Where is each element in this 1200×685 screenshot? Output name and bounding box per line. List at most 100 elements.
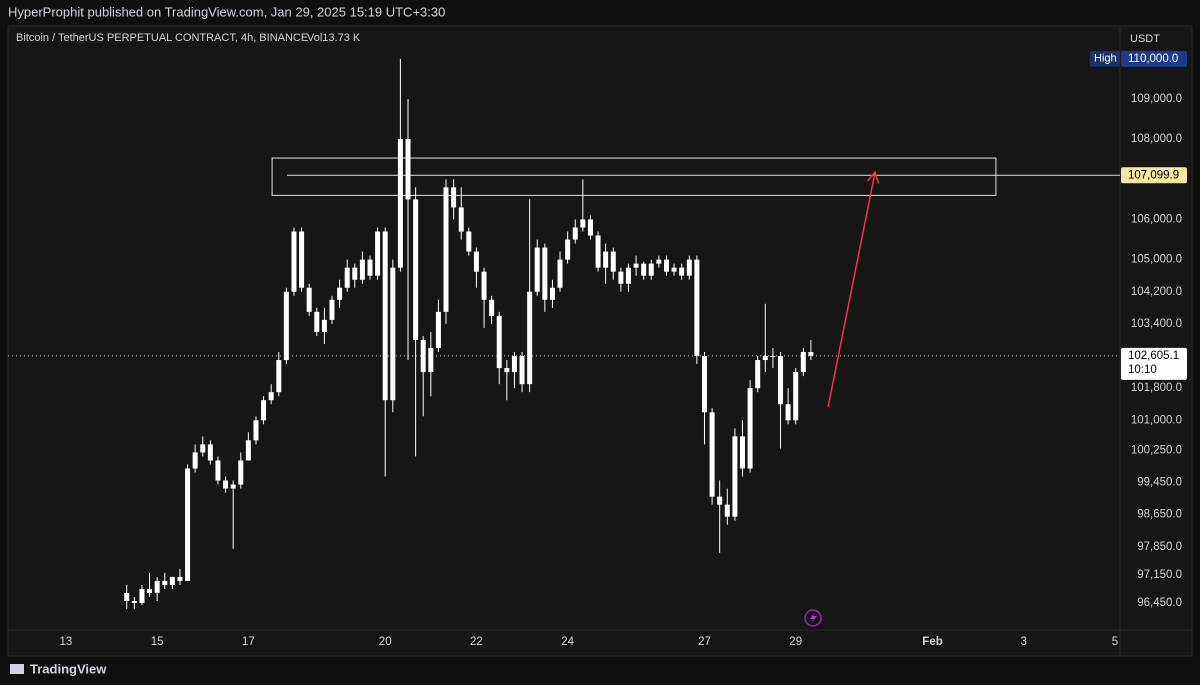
- candle-body: [778, 356, 784, 405]
- candle-body: [800, 352, 806, 373]
- high-value-box: [1121, 50, 1187, 67]
- y-tick-label: 109,000.0: [1131, 93, 1182, 105]
- candle-body: [587, 219, 593, 236]
- x-tick-label: Feb: [922, 636, 942, 648]
- price-line-box: [1121, 167, 1187, 184]
- candle-body: [519, 356, 525, 385]
- candle-body: [177, 576, 183, 581]
- y-tick-label: 99,450.0: [1137, 477, 1182, 489]
- candle-body: [701, 356, 707, 413]
- candle-body: [686, 259, 692, 276]
- event-icon-bolt: [810, 612, 817, 624]
- x-tick-label: 5: [1112, 636, 1118, 648]
- candle-body: [618, 271, 624, 284]
- candle-body: [549, 287, 555, 300]
- candle-body: [139, 588, 145, 604]
- candle-body: [641, 263, 647, 276]
- y-tick-label: 101,800.0: [1131, 382, 1182, 394]
- candle-body: [299, 231, 305, 288]
- candle-body: [268, 392, 274, 401]
- candle-body: [154, 580, 160, 593]
- candle-body: [793, 372, 799, 421]
- candle-body: [808, 352, 814, 356]
- candle-body: [770, 356, 776, 358]
- pane: [7, 25, 1193, 657]
- candle-body: [557, 259, 563, 288]
- zone-rect: [271, 157, 997, 196]
- candle-body: [473, 251, 479, 272]
- candle-body: [451, 187, 457, 208]
- candle-body: [291, 231, 297, 292]
- currency: USDT: [1130, 33, 1160, 45]
- candle-body: [504, 368, 510, 373]
- candle-body: [739, 436, 745, 469]
- y-tick-label: 97,150.0: [1137, 569, 1182, 581]
- last-price-label: 102,605.1: [1128, 350, 1179, 362]
- candle-body: [724, 504, 730, 517]
- y-tick-label: 101,000.0: [1131, 414, 1182, 426]
- candle-body: [223, 480, 229, 489]
- candle-body: [192, 452, 198, 469]
- x-tick-label: 22: [470, 636, 483, 648]
- candle-body: [352, 267, 358, 280]
- candle-body: [245, 440, 251, 461]
- event-icon[interactable]: [804, 609, 822, 627]
- arrow-head: [866, 170, 880, 184]
- candle-body: [405, 139, 411, 200]
- candle-body: [261, 400, 267, 421]
- candle-body: [420, 339, 426, 373]
- x-tick-label: 29: [789, 636, 802, 648]
- candle-body: [215, 460, 221, 481]
- candle-body: [489, 299, 495, 316]
- candle-body: [359, 259, 365, 280]
- x-tick-label: 15: [151, 636, 164, 648]
- candle-body: [131, 601, 137, 604]
- candle-body: [496, 315, 502, 369]
- candle-body: [527, 291, 533, 385]
- candle-body: [306, 287, 312, 312]
- high-box: [1090, 50, 1120, 67]
- y-tick-label: 98,650.0: [1137, 509, 1182, 521]
- candle-body: [169, 576, 175, 585]
- high-value: 110,000.0: [1128, 53, 1178, 65]
- candle-body: [625, 267, 631, 284]
- x-tick-label: 27: [698, 636, 711, 648]
- price-line-label: 107,099.9: [1128, 169, 1179, 181]
- y-tick-label: 100,250.0: [1131, 444, 1182, 456]
- candle-body: [610, 251, 616, 272]
- candle-body: [382, 231, 388, 401]
- candle-body: [435, 311, 441, 348]
- candle-body: [337, 287, 343, 300]
- candle-body: [230, 484, 236, 489]
- candle-body: [565, 239, 571, 260]
- candle-body: [633, 263, 639, 268]
- x-tick-label: 3: [1021, 636, 1027, 648]
- candle-body: [755, 360, 761, 389]
- candle-body: [595, 235, 601, 268]
- y-tick-label: 104,200.0: [1131, 286, 1182, 298]
- x-tick-label: 20: [379, 636, 392, 648]
- candle-body: [397, 139, 403, 268]
- candle-body: [466, 231, 472, 252]
- publisher: HyperProphit published on TradingView.co…: [8, 4, 445, 19]
- candle-body: [542, 247, 548, 300]
- candle-body: [732, 436, 738, 517]
- candle-body: [200, 444, 206, 453]
- candle-body: [162, 580, 168, 585]
- candle-body: [428, 347, 434, 373]
- y-tick-label: 105,000.0: [1131, 254, 1182, 266]
- branding: TradingView: [30, 661, 107, 676]
- candle-body: [747, 388, 753, 469]
- candle-body: [785, 404, 791, 421]
- candle-body: [709, 412, 715, 497]
- candle-body: [413, 199, 419, 340]
- candle-body: [253, 420, 259, 441]
- candle-body: [572, 227, 578, 240]
- x-tick-label: 17: [242, 636, 255, 648]
- candle-body: [367, 259, 373, 276]
- candle-body: [329, 299, 335, 320]
- y-tick-label: 108,000.0: [1131, 133, 1182, 145]
- x-tick-label: 24: [561, 636, 574, 648]
- candle-body: [717, 496, 723, 505]
- candle-body: [671, 267, 677, 272]
